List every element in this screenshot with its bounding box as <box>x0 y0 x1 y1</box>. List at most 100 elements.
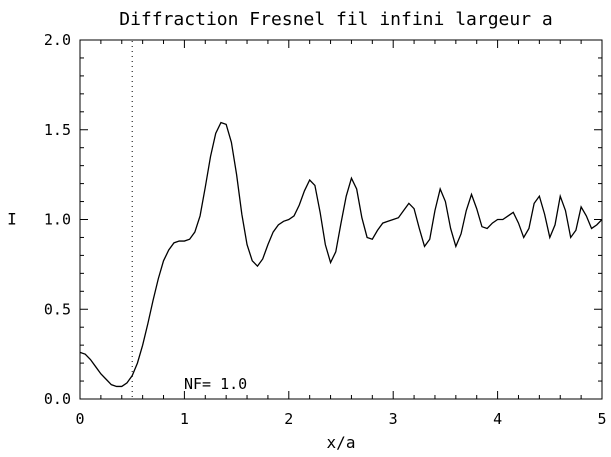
y-tick-label: 0.5 <box>44 300 71 318</box>
data-point <box>319 212 321 214</box>
data-point <box>361 217 363 219</box>
data-point <box>236 174 238 176</box>
data-point <box>163 260 165 262</box>
data-point <box>554 224 556 226</box>
data-point <box>559 195 561 197</box>
data-point <box>591 228 593 230</box>
data-point <box>131 375 133 377</box>
data-point <box>565 210 567 212</box>
data-point <box>111 384 113 386</box>
data-point <box>507 215 509 217</box>
data-point <box>184 240 186 242</box>
data-point <box>434 210 436 212</box>
data-point <box>497 219 499 221</box>
y-axis-tick-labels: 0.0 0.5 1.0 1.5 2.0 <box>44 31 71 408</box>
data-point <box>116 386 118 388</box>
data-point <box>419 228 421 230</box>
data-point <box>204 186 206 188</box>
data-point <box>460 233 462 235</box>
data-point <box>392 219 394 221</box>
data-point <box>147 323 149 325</box>
data-point <box>189 238 191 240</box>
data-point <box>95 366 97 368</box>
data-point <box>382 222 384 224</box>
data-point <box>257 265 259 267</box>
data-point <box>601 219 603 221</box>
data-point <box>502 219 504 221</box>
data-point <box>413 208 415 210</box>
y-tick-label: 1.5 <box>44 121 71 139</box>
data-point <box>220 122 222 124</box>
data-point <box>158 278 160 280</box>
x-tick-label: 5 <box>597 410 606 428</box>
data-point <box>575 229 577 231</box>
series-line <box>79 121 603 388</box>
data-point <box>465 210 467 212</box>
data-point <box>408 203 410 205</box>
data-point <box>90 359 92 361</box>
data-point <box>518 222 520 224</box>
data-point <box>586 215 588 217</box>
data-point <box>121 386 123 388</box>
x-tick-label: 2 <box>284 410 293 428</box>
data-point <box>283 220 285 222</box>
data-point <box>142 344 144 346</box>
data-point <box>79 352 81 354</box>
x-axis-tick-labels: 0 1 2 3 4 5 <box>75 410 606 428</box>
data-point <box>356 188 358 190</box>
data-point <box>178 240 180 242</box>
x-axis-label: x/a <box>327 433 356 452</box>
data-point <box>523 237 525 239</box>
data-point <box>398 217 400 219</box>
y-tick-label: 2.0 <box>44 31 71 49</box>
data-point <box>330 262 332 264</box>
data-point <box>137 362 139 364</box>
series-points <box>79 122 603 387</box>
data-point <box>366 237 368 239</box>
y-tick-label: 1.0 <box>44 211 71 229</box>
data-point <box>298 204 300 206</box>
data-point <box>272 231 274 233</box>
data-point <box>325 244 327 246</box>
data-point <box>351 177 353 179</box>
y-tick-label: 0.0 <box>44 390 71 408</box>
data-point <box>387 220 389 222</box>
y-axis-label: I <box>7 210 17 229</box>
plot-frame <box>79 39 603 400</box>
data-point <box>267 244 269 246</box>
data-point <box>262 258 264 260</box>
data-point <box>455 246 457 248</box>
x-tick-label: 3 <box>389 410 398 428</box>
data-point <box>403 210 405 212</box>
data-point <box>105 378 107 380</box>
data-point <box>168 249 170 251</box>
data-point <box>377 229 379 231</box>
data-point <box>199 215 201 217</box>
data-point <box>335 251 337 253</box>
x-tick-label: 1 <box>180 410 189 428</box>
data-point <box>533 203 535 205</box>
data-point <box>476 208 478 210</box>
data-point <box>152 299 154 301</box>
data-point <box>539 195 541 197</box>
data-point <box>194 231 196 233</box>
x-tick-label: 0 <box>75 410 84 428</box>
data-point <box>173 242 175 244</box>
data-point <box>251 260 253 262</box>
data-point <box>126 382 128 384</box>
data-point <box>100 373 102 375</box>
data-point <box>429 238 431 240</box>
data-point <box>304 190 306 192</box>
data-point <box>492 222 494 224</box>
data-point <box>372 238 374 240</box>
data-point <box>580 206 582 208</box>
data-point <box>450 228 452 230</box>
data-point <box>345 195 347 197</box>
data-point <box>544 213 546 215</box>
data-point <box>309 179 311 181</box>
chart-title: Diffraction Fresnel fil infini largeur a <box>119 9 552 30</box>
data-point <box>246 244 248 246</box>
data-point <box>528 228 530 230</box>
